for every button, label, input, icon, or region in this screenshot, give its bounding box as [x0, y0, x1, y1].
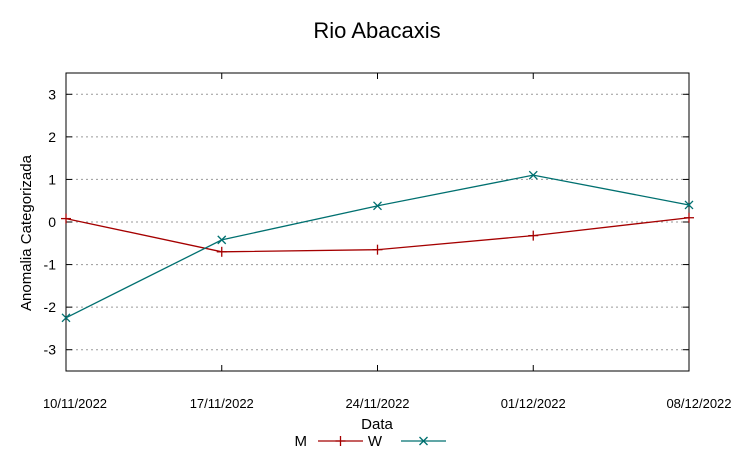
series-lines [61, 170, 694, 323]
data-point-m [216, 246, 227, 257]
data-point-m [372, 244, 383, 255]
x-tick-label: 01/12/2022 [501, 396, 566, 411]
x-tick-label: 17/11/2022 [190, 396, 254, 411]
gridlines [66, 93, 689, 351]
data-point-w [684, 200, 694, 210]
y-axis-ticks: 3 2 1 0 -1 -2 -3 [44, 86, 689, 358]
x-axis-ticks: 10/11/2022 17/11/2022 24/11/2022 01/12/2022… [43, 73, 732, 411]
x-tick-label: 24/11/2022 [345, 396, 409, 411]
data-point-w [373, 201, 382, 211]
y-tick-label: 0 [48, 214, 56, 230]
data-point-w [528, 170, 538, 180]
data-point-m [528, 230, 539, 241]
y-tick-label: 3 [48, 86, 56, 102]
y-tick-label: 1 [48, 171, 56, 187]
legend-marker-w [419, 436, 428, 446]
chart-title: Rio Abacaxis [313, 18, 440, 43]
y-axis-label: Anomalia Categorizada [18, 154, 35, 311]
data-point-m [684, 212, 694, 223]
legend-label-m: M [295, 433, 308, 450]
y-tick-label: -3 [44, 342, 57, 358]
x-tick-label: 08/12/2022 [666, 396, 731, 411]
legend-label-w: W [368, 433, 383, 450]
data-point-w [61, 313, 71, 323]
data-point-m [61, 213, 71, 224]
x-axis-label: Data [361, 416, 393, 433]
y-tick-label: 2 [48, 129, 56, 145]
data-point-w [217, 235, 227, 245]
y-tick-label: -1 [44, 257, 57, 273]
x-tick-label: 10/11/2022 [43, 396, 107, 411]
legend-marker-m [335, 436, 346, 446]
y-tick-label: -2 [44, 299, 57, 315]
